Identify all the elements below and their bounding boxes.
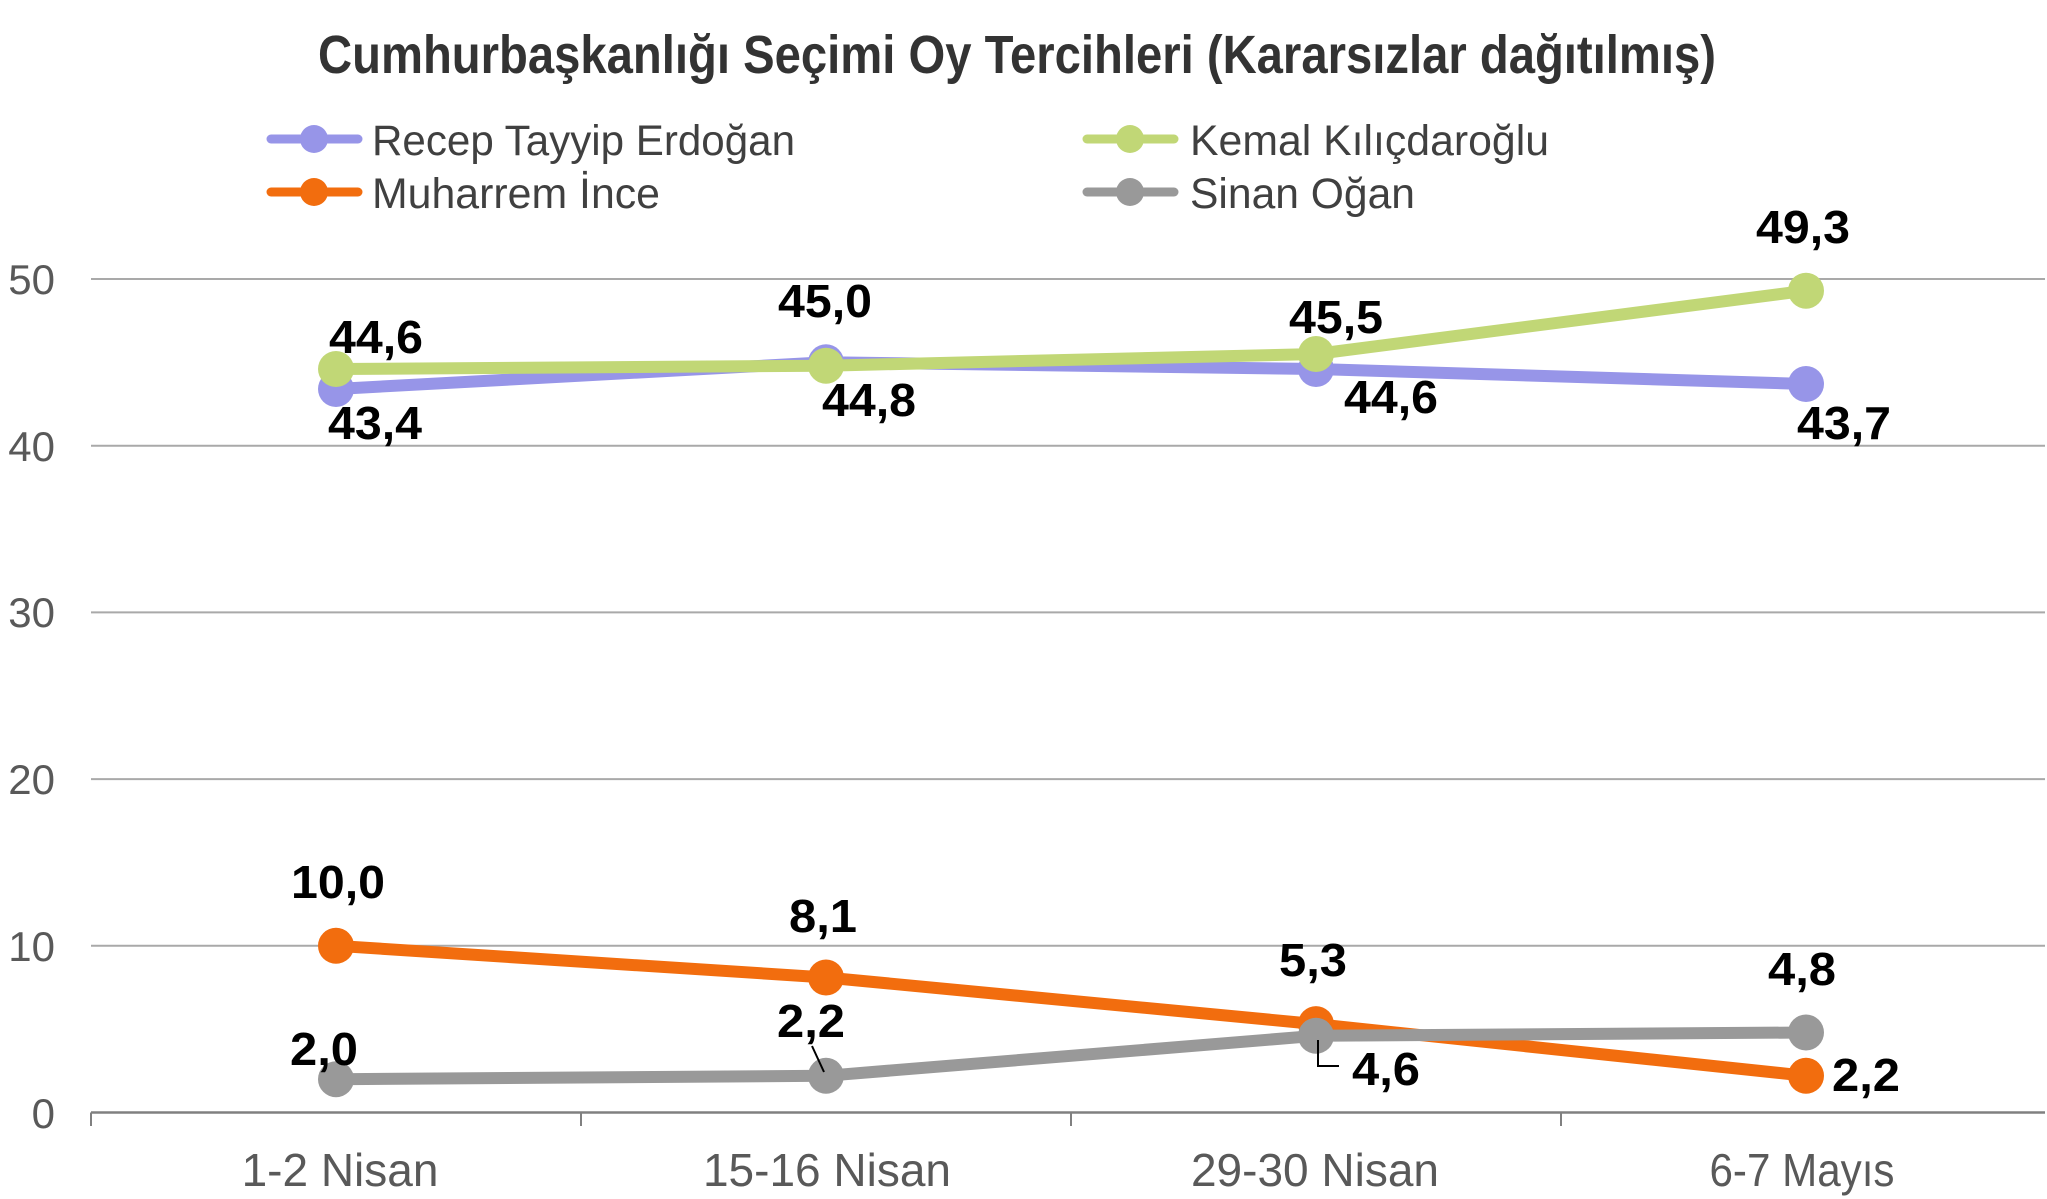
svg-text:43,4: 43,4 <box>328 397 422 449</box>
svg-text:29-30 Nisan: 29-30 Nisan <box>1191 1144 1439 1196</box>
svg-text:Muharrem İnce: Muharrem İnce <box>372 170 660 218</box>
svg-text:10,0: 10,0 <box>291 856 385 908</box>
svg-text:4,8: 4,8 <box>1768 943 1836 995</box>
svg-text:44,6: 44,6 <box>1344 371 1438 423</box>
svg-text:45,0: 45,0 <box>778 275 872 327</box>
svg-text:Cumhurbaşkanlığı Seçimi Oy Ter: Cumhurbaşkanlığı Seçimi Oy Tercihleri (K… <box>318 25 1716 85</box>
svg-text:8,1: 8,1 <box>789 890 857 942</box>
svg-text:4,6: 4,6 <box>1352 1043 1420 1095</box>
svg-text:20: 20 <box>8 756 55 803</box>
svg-text:2,0: 2,0 <box>290 1023 358 1075</box>
svg-text:40: 40 <box>8 423 55 470</box>
svg-text:15-16 Nisan: 15-16 Nisan <box>703 1144 951 1196</box>
svg-text:44,8: 44,8 <box>822 374 916 426</box>
svg-text:Recep Tayyip Erdoğan: Recep Tayyip Erdoğan <box>372 117 795 165</box>
svg-text:49,3: 49,3 <box>1756 201 1850 253</box>
svg-text:2,2: 2,2 <box>777 995 845 1047</box>
svg-text:45,5: 45,5 <box>1289 291 1383 343</box>
svg-text:44,6: 44,6 <box>329 311 423 363</box>
svg-text:6-7 Mayıs: 6-7 Mayıs <box>1710 1144 1895 1196</box>
svg-text:30: 30 <box>8 589 55 636</box>
svg-text:43,7: 43,7 <box>1797 397 1891 449</box>
svg-text:10: 10 <box>8 923 55 970</box>
svg-text:Kemal Kılıçdaroğlu: Kemal Kılıçdaroğlu <box>1190 117 1549 165</box>
svg-text:2,2: 2,2 <box>1832 1049 1900 1101</box>
svg-text:50: 50 <box>8 256 55 303</box>
svg-text:0: 0 <box>32 1090 55 1137</box>
svg-text:1-2 Nisan: 1-2 Nisan <box>242 1144 439 1196</box>
svg-text:Sinan Oğan: Sinan Oğan <box>1190 170 1415 218</box>
svg-text:5,3: 5,3 <box>1279 934 1347 986</box>
